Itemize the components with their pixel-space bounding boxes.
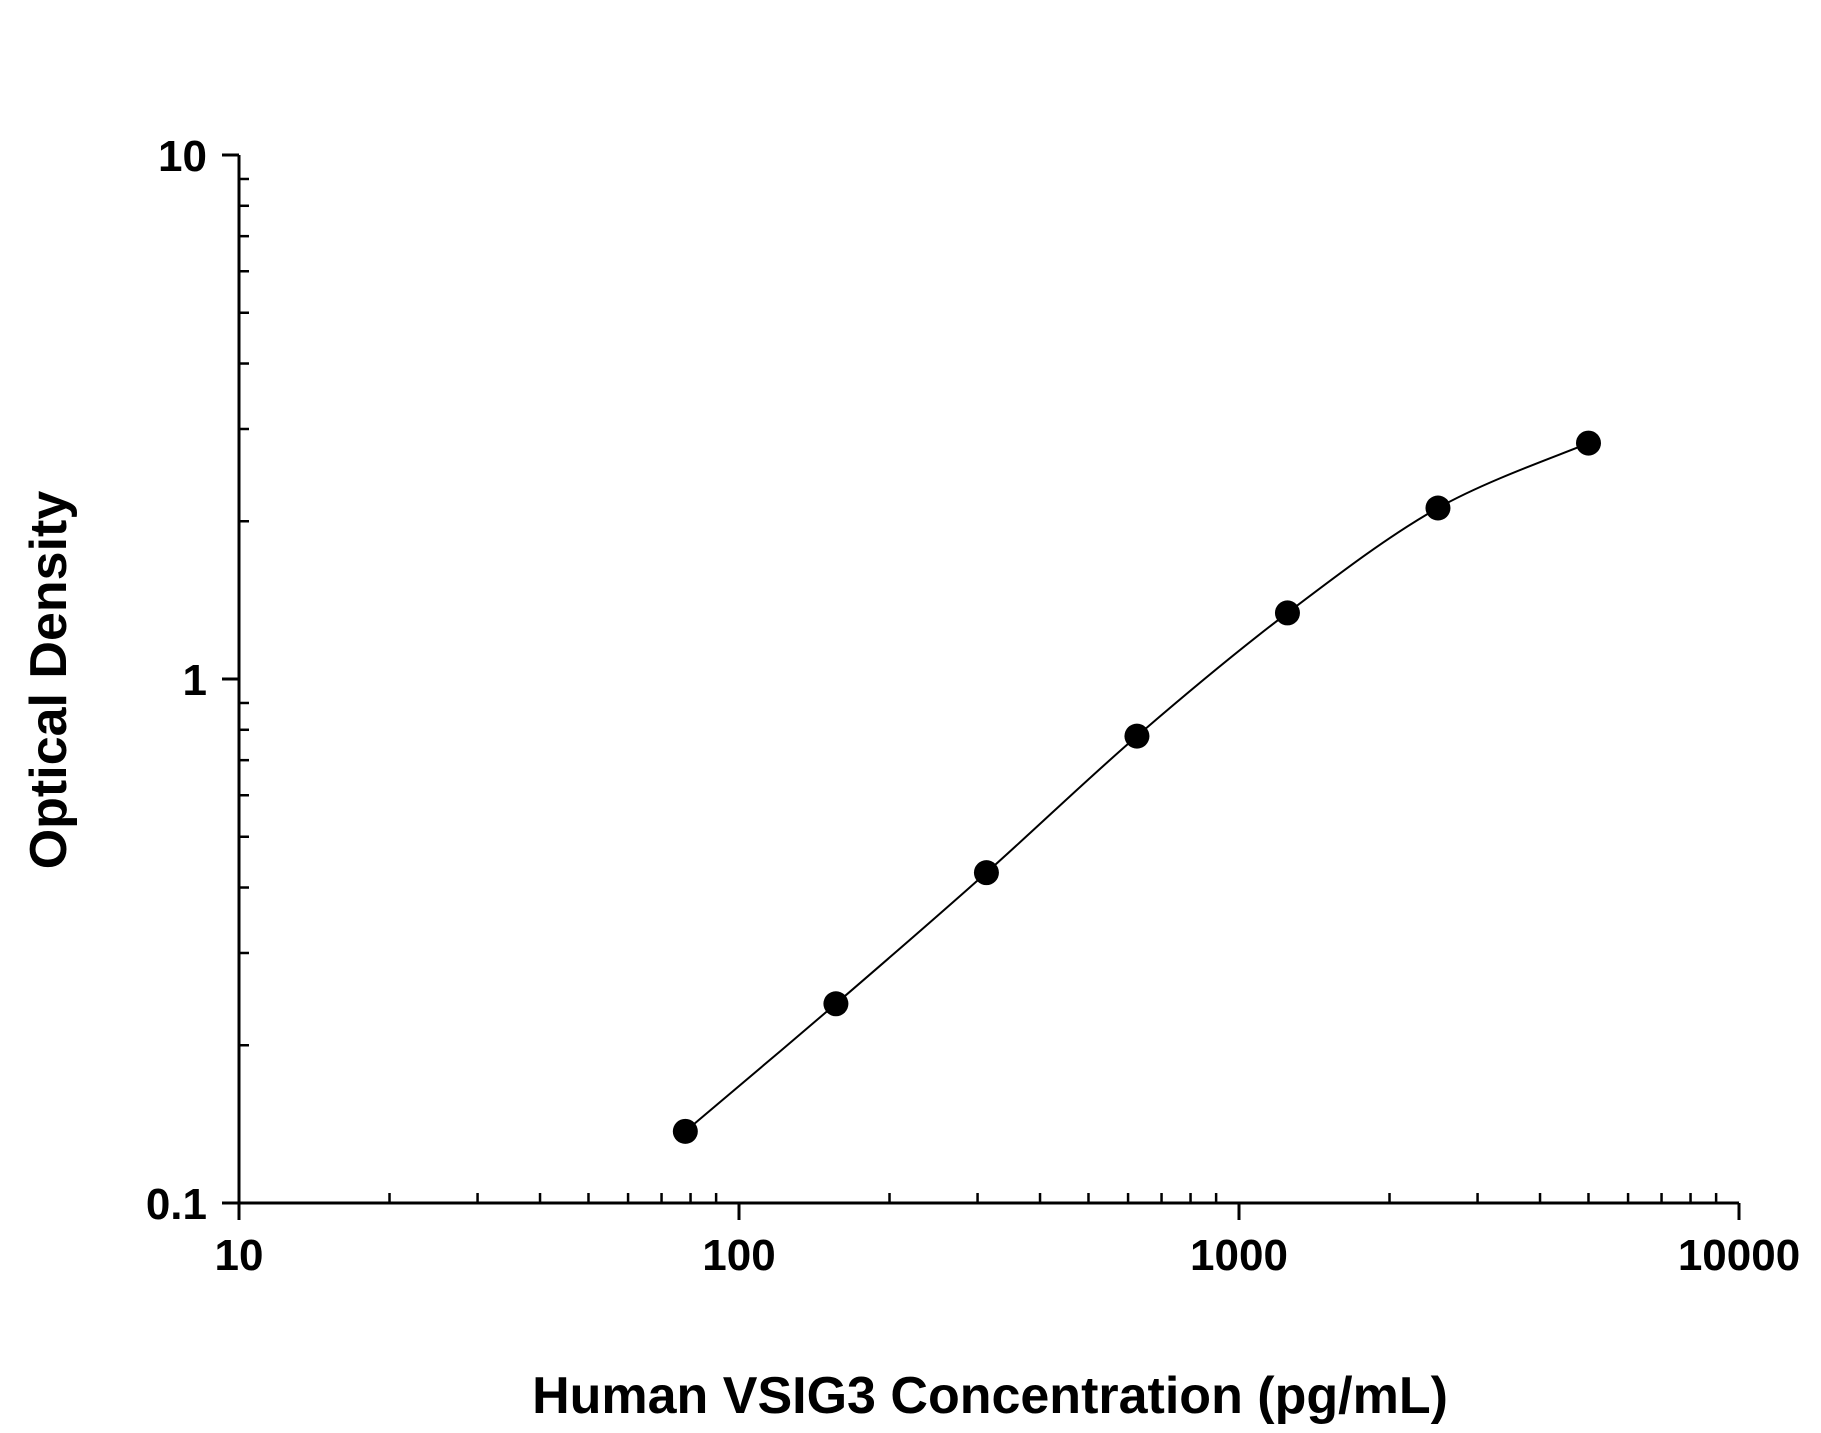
y-tick-label: 10 [158,132,207,181]
x-axis-title: Human VSIG3 Concentration (pg/mL) [532,1367,1448,1425]
y-tick-label: 0.1 [146,1180,207,1229]
data-point [1274,600,1300,626]
data-point [672,1118,698,1144]
data-point [1425,495,1451,521]
y-tick-label: 1 [183,656,207,705]
data-point [1575,430,1601,456]
x-tick-label: 10000 [1678,1231,1800,1280]
data-point [823,991,849,1017]
x-tick-label: 1000 [1190,1231,1288,1280]
tick-labels: 10 100 1000 10000 0.1 1 10 [146,132,1800,1280]
x-tick-label: 100 [702,1231,775,1280]
data-point [1124,723,1150,749]
data-point [973,860,999,886]
axes [222,153,1741,1220]
x-tick-label: 10 [215,1231,264,1280]
fit-curve [684,442,1589,1133]
y-axis-title: Optical Density [20,491,78,870]
data-points [672,430,1601,1144]
